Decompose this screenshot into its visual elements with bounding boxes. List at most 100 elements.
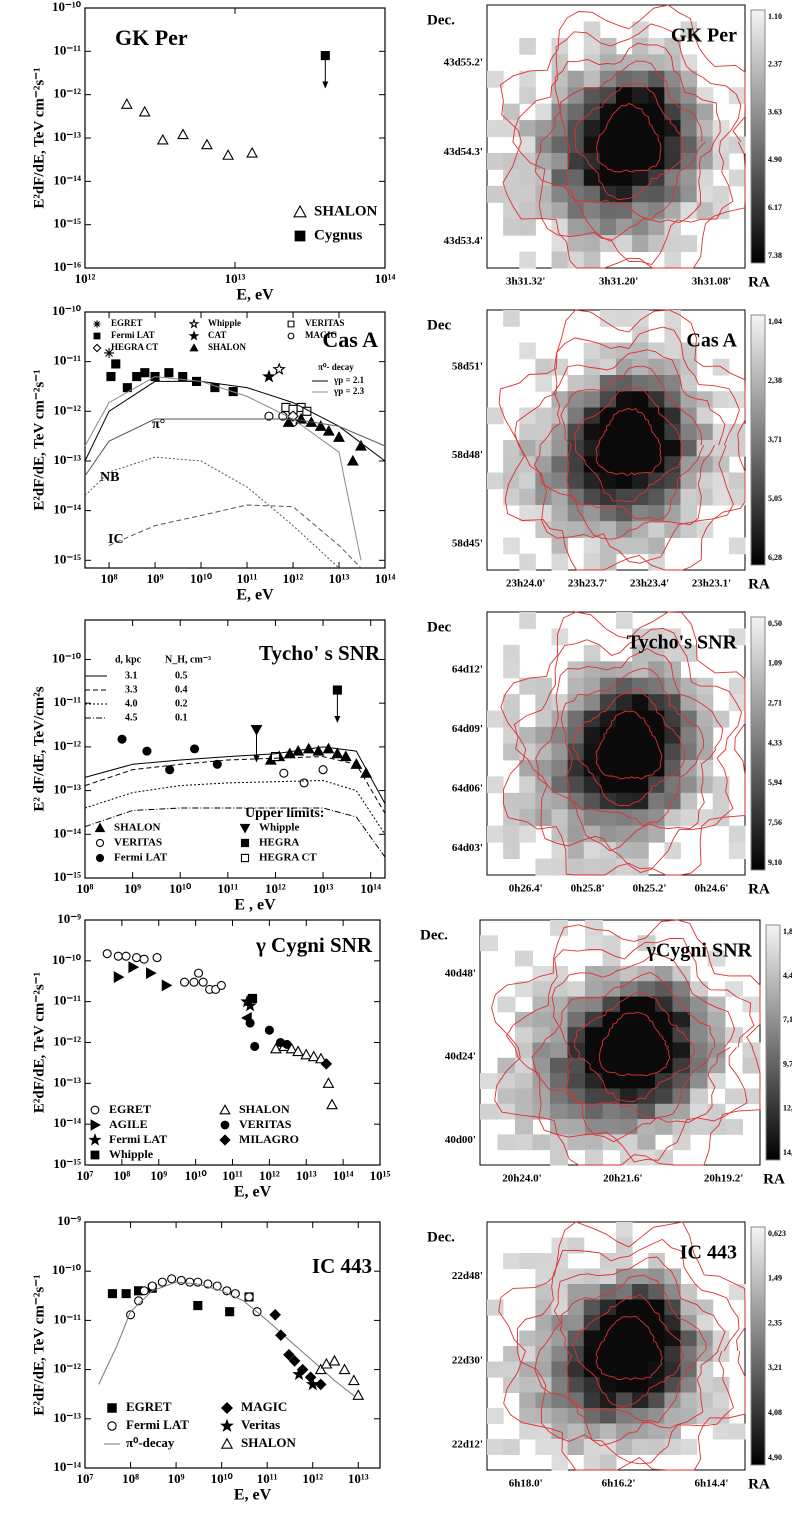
- map-pixel: [712, 472, 730, 490]
- marker: [95, 853, 105, 863]
- map-pixel: [725, 981, 743, 998]
- marker: [92, 343, 102, 353]
- map-pixel: [620, 1073, 638, 1089]
- map-pixel: [551, 136, 569, 154]
- map-pixel: [616, 792, 633, 810]
- legend-label: VERITAS: [239, 1117, 292, 1131]
- contour: [531, 953, 735, 1143]
- ra-tick-label: 20h19.2': [704, 1173, 743, 1185]
- map-pixel: [519, 1346, 536, 1362]
- map-pixel: [664, 1423, 681, 1440]
- marker: [269, 1309, 281, 1321]
- map-pixel: [519, 1253, 536, 1269]
- map-pixel: [648, 423, 665, 441]
- marker: [165, 765, 175, 775]
- map-pixel: [519, 342, 536, 360]
- map-pixel: [519, 792, 536, 810]
- colorbar-label: 4,33: [768, 738, 782, 747]
- map-pixel: [616, 1392, 633, 1409]
- map-pixel: [567, 858, 585, 876]
- map-pixel: [620, 996, 638, 1013]
- map-pixel: [616, 1346, 633, 1362]
- model-curve: [84, 756, 386, 814]
- legend-cell: 4.5: [125, 712, 138, 723]
- colorbar-label: 12,3: [783, 1104, 792, 1113]
- map-pixel: [632, 1284, 649, 1300]
- map-pixel: [648, 553, 665, 571]
- dec-tick-label: 22d48': [452, 1270, 483, 1282]
- map-pixel: [550, 1042, 568, 1059]
- legend-cell: 0.4: [175, 684, 188, 695]
- marker: [264, 1025, 274, 1035]
- map-pixel: [632, 710, 649, 728]
- marker: [250, 1041, 260, 1051]
- map-pixel: [535, 1361, 552, 1378]
- map-pixel: [519, 677, 536, 695]
- map-pixel: [707, 950, 726, 967]
- map-pixel: [551, 1299, 569, 1316]
- map-pixel: [712, 423, 730, 441]
- map-pixel: [599, 553, 617, 571]
- map-pixel: [696, 1361, 714, 1378]
- map-pixel: [690, 996, 708, 1013]
- marker: [142, 746, 152, 756]
- marker: [239, 823, 251, 834]
- map-pixel: [503, 842, 520, 860]
- legend-label: AGILE: [109, 1117, 148, 1131]
- map-pixel: [712, 710, 730, 728]
- marker: [304, 1371, 317, 1383]
- dec-tick-label: 58d48': [452, 449, 483, 461]
- map-pixel: [616, 54, 633, 72]
- marker: [140, 368, 150, 378]
- map-pixel: [664, 677, 681, 695]
- colorbar-label: 7,10: [783, 1015, 792, 1024]
- map-pixel: [583, 521, 601, 538]
- map-pixel: [583, 488, 601, 506]
- map-pixel: [519, 251, 536, 269]
- map-pixel: [567, 1377, 585, 1393]
- map-pixel: [680, 70, 698, 88]
- map-pixel: [535, 505, 552, 522]
- ra-tick-label: 23h23.1': [692, 578, 731, 590]
- colorbar-label: 2,71: [768, 698, 782, 707]
- colorbar-label: 0,623: [768, 1229, 786, 1238]
- marker: [293, 204, 307, 218]
- map-pixel: [616, 152, 633, 170]
- map-pixel: [632, 407, 649, 425]
- model-curve: [108, 504, 362, 569]
- map-pixel: [616, 1408, 633, 1424]
- map-pixel: [648, 661, 665, 679]
- map-pixel: [567, 792, 585, 810]
- chart-title: IC 443: [312, 1254, 372, 1278]
- map-pixel: [648, 87, 665, 105]
- map-pixel: [616, 1361, 633, 1378]
- map-pixel: [655, 1119, 673, 1135]
- map-pixel: [532, 1011, 551, 1028]
- map-pixel: [535, 1268, 552, 1285]
- map-pixel: [567, 1103, 586, 1120]
- map-pixel: [602, 935, 621, 952]
- map-pixel: [535, 759, 552, 777]
- map-pixel: [551, 1253, 569, 1269]
- map-pixel: [680, 710, 698, 728]
- marker: [198, 977, 208, 987]
- map-pixel: [567, 1423, 585, 1440]
- map-pixel: [503, 310, 520, 327]
- map-pixel: [583, 440, 601, 457]
- map-pixel: [616, 537, 633, 555]
- map-pixel: [602, 1088, 621, 1105]
- dec-tick-label: 43d54.3': [444, 146, 483, 158]
- annotation: NB: [100, 470, 119, 485]
- colorbar: [750, 1226, 766, 1466]
- legend-cell: 0.2: [175, 698, 188, 709]
- dec-label: Dec: [427, 619, 451, 635]
- marker: [132, 372, 142, 382]
- map-pixel: [616, 1315, 633, 1331]
- map-pixel: [616, 809, 633, 827]
- legend-label: CAT: [208, 330, 226, 340]
- map-pixel: [567, 1408, 585, 1424]
- map-pixel: [616, 87, 633, 105]
- map-pixel: [532, 1103, 551, 1120]
- map-pixel: [664, 342, 681, 360]
- map-pixel: [620, 1134, 638, 1151]
